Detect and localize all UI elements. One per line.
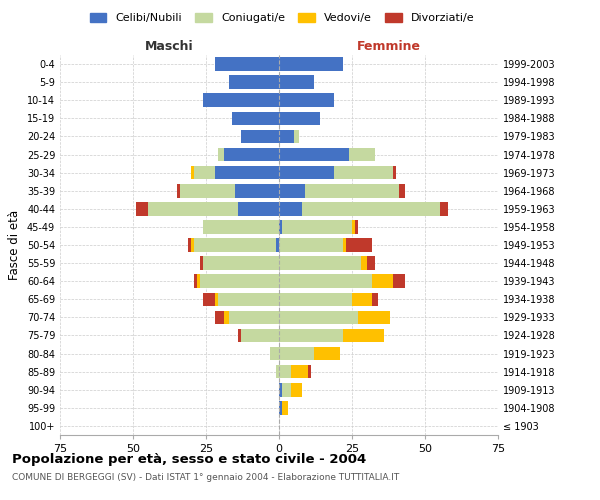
Text: Femmine: Femmine	[356, 40, 421, 53]
Bar	[279, 58, 343, 71]
Bar	[191, 238, 194, 252]
Bar	[229, 310, 279, 324]
Bar	[276, 365, 279, 378]
Bar	[279, 202, 302, 215]
Bar	[334, 166, 393, 179]
Bar	[349, 148, 376, 162]
Bar	[279, 383, 282, 396]
Bar	[215, 166, 279, 179]
Bar	[355, 220, 358, 234]
Bar	[232, 112, 279, 125]
Bar	[279, 347, 314, 360]
Bar	[200, 256, 203, 270]
Bar	[270, 347, 279, 360]
Bar	[224, 310, 229, 324]
Bar	[177, 184, 180, 198]
Bar	[352, 220, 355, 234]
Bar	[136, 202, 148, 215]
Text: COMUNE DI BERGEGGI (SV) - Dati ISTAT 1° gennaio 2004 - Elaborazione TUTTITALIA.I: COMUNE DI BERGEGGI (SV) - Dati ISTAT 1° …	[12, 472, 399, 482]
Bar	[279, 310, 358, 324]
Bar	[218, 148, 224, 162]
Bar	[290, 365, 308, 378]
Bar	[367, 256, 376, 270]
Bar	[203, 256, 279, 270]
Bar	[215, 292, 218, 306]
Text: Popolazione per età, sesso e stato civile - 2004: Popolazione per età, sesso e stato civil…	[12, 452, 366, 466]
Bar	[229, 76, 279, 89]
Bar	[215, 310, 224, 324]
Y-axis label: Fasce di età: Fasce di età	[8, 210, 21, 280]
Bar	[218, 292, 279, 306]
Text: Maschi: Maschi	[145, 40, 194, 53]
Bar	[180, 184, 235, 198]
Bar	[302, 202, 440, 215]
Bar	[293, 130, 299, 143]
Bar	[279, 94, 334, 107]
Bar	[203, 94, 279, 107]
Bar	[279, 274, 373, 288]
Bar	[279, 166, 334, 179]
Bar	[238, 328, 241, 342]
Bar	[373, 274, 393, 288]
Bar	[343, 328, 384, 342]
Bar	[279, 184, 305, 198]
Bar	[197, 274, 200, 288]
Bar	[203, 292, 215, 306]
Bar	[352, 292, 373, 306]
Bar	[203, 220, 279, 234]
Bar	[241, 130, 279, 143]
Bar	[279, 148, 349, 162]
Bar	[290, 383, 302, 396]
Bar	[238, 202, 279, 215]
Bar	[188, 238, 191, 252]
Bar	[279, 292, 352, 306]
Bar	[276, 238, 279, 252]
Bar	[308, 365, 311, 378]
Bar	[282, 383, 290, 396]
Bar	[279, 220, 282, 234]
Bar	[343, 238, 346, 252]
Bar	[279, 328, 343, 342]
Bar	[235, 184, 279, 198]
Bar	[282, 220, 352, 234]
Bar	[191, 166, 194, 179]
Bar	[361, 256, 367, 270]
Bar	[279, 256, 361, 270]
Bar	[373, 292, 378, 306]
Bar	[279, 401, 282, 414]
Bar	[279, 112, 320, 125]
Bar	[440, 202, 448, 215]
Bar	[279, 130, 293, 143]
Legend: Celibi/Nubili, Coniugati/e, Vedovi/e, Divorziati/e: Celibi/Nubili, Coniugati/e, Vedovi/e, Di…	[85, 8, 479, 28]
Bar	[399, 184, 404, 198]
Bar	[194, 166, 215, 179]
Bar	[194, 238, 276, 252]
Bar	[305, 184, 399, 198]
Bar	[215, 58, 279, 71]
Bar	[314, 347, 340, 360]
Bar	[148, 202, 238, 215]
Bar	[346, 238, 373, 252]
Bar	[200, 274, 279, 288]
Bar	[282, 401, 288, 414]
Bar	[393, 166, 396, 179]
Bar	[224, 148, 279, 162]
Bar	[194, 274, 197, 288]
Bar	[279, 76, 314, 89]
Bar	[279, 365, 290, 378]
Bar	[358, 310, 390, 324]
Bar	[279, 238, 343, 252]
Bar	[393, 274, 404, 288]
Bar	[241, 328, 279, 342]
